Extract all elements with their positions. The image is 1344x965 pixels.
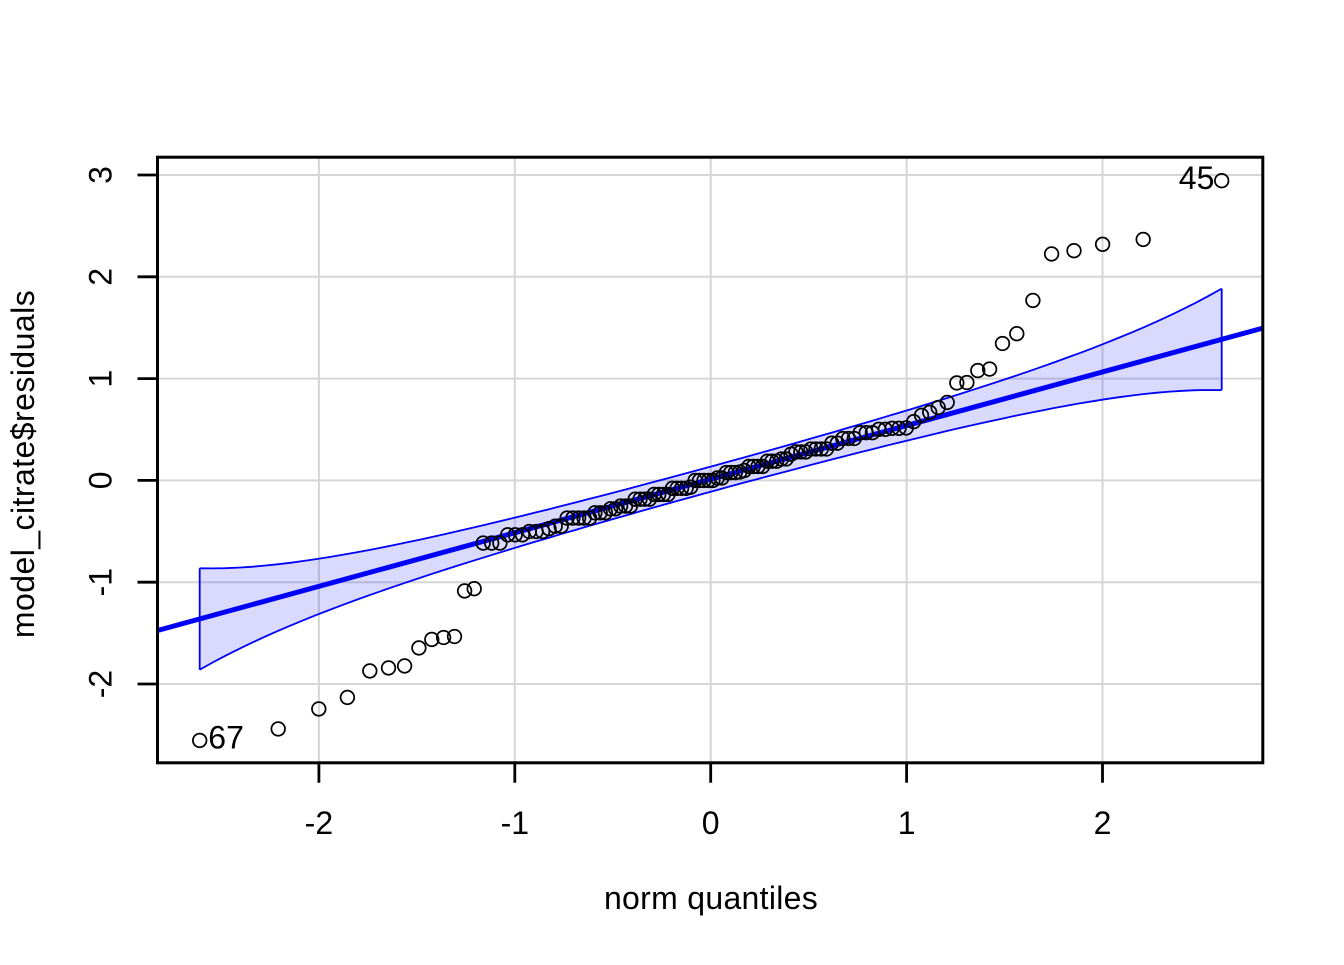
- svg-text:1: 1: [82, 370, 118, 388]
- svg-text:-2: -2: [305, 805, 333, 841]
- svg-text:-2: -2: [82, 670, 118, 698]
- svg-text:model_citrate$residuals: model_citrate$residuals: [5, 290, 41, 638]
- svg-text:3: 3: [82, 166, 118, 184]
- svg-text:-1: -1: [501, 805, 529, 841]
- svg-text:67: 67: [208, 720, 244, 756]
- svg-text:45: 45: [1179, 160, 1215, 196]
- svg-text:2: 2: [1094, 805, 1112, 841]
- svg-text:0: 0: [82, 472, 118, 490]
- svg-text:1: 1: [898, 805, 916, 841]
- svg-text:2: 2: [82, 268, 118, 286]
- svg-text:-1: -1: [82, 568, 118, 596]
- svg-text:norm quantiles: norm quantiles: [604, 880, 818, 916]
- svg-text:0: 0: [702, 805, 720, 841]
